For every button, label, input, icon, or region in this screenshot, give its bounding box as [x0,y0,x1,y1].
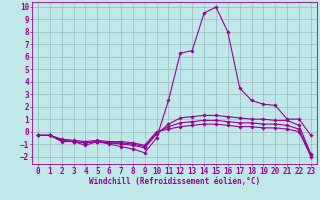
X-axis label: Windchill (Refroidissement éolien,°C): Windchill (Refroidissement éolien,°C) [89,177,260,186]
